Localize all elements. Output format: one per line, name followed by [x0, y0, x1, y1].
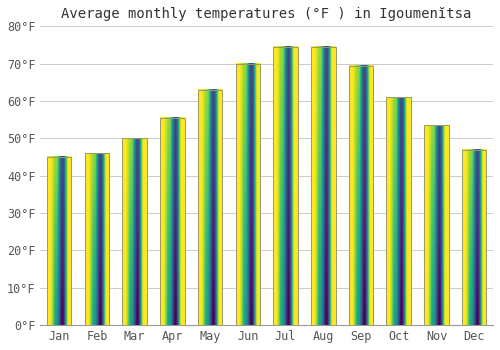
Bar — [386, 97, 411, 325]
Bar — [424, 125, 448, 325]
Bar — [311, 47, 336, 325]
Bar — [47, 157, 72, 325]
Bar — [274, 47, 298, 325]
Bar — [160, 118, 184, 325]
Bar — [122, 138, 147, 325]
Bar — [236, 64, 260, 325]
Bar — [198, 90, 222, 325]
Title: Average monthly temperatures (°F ) in Igoumenĭtsa: Average monthly temperatures (°F ) in Ig… — [62, 7, 472, 21]
Bar — [462, 149, 486, 325]
Bar — [84, 153, 109, 325]
Bar — [348, 65, 374, 325]
